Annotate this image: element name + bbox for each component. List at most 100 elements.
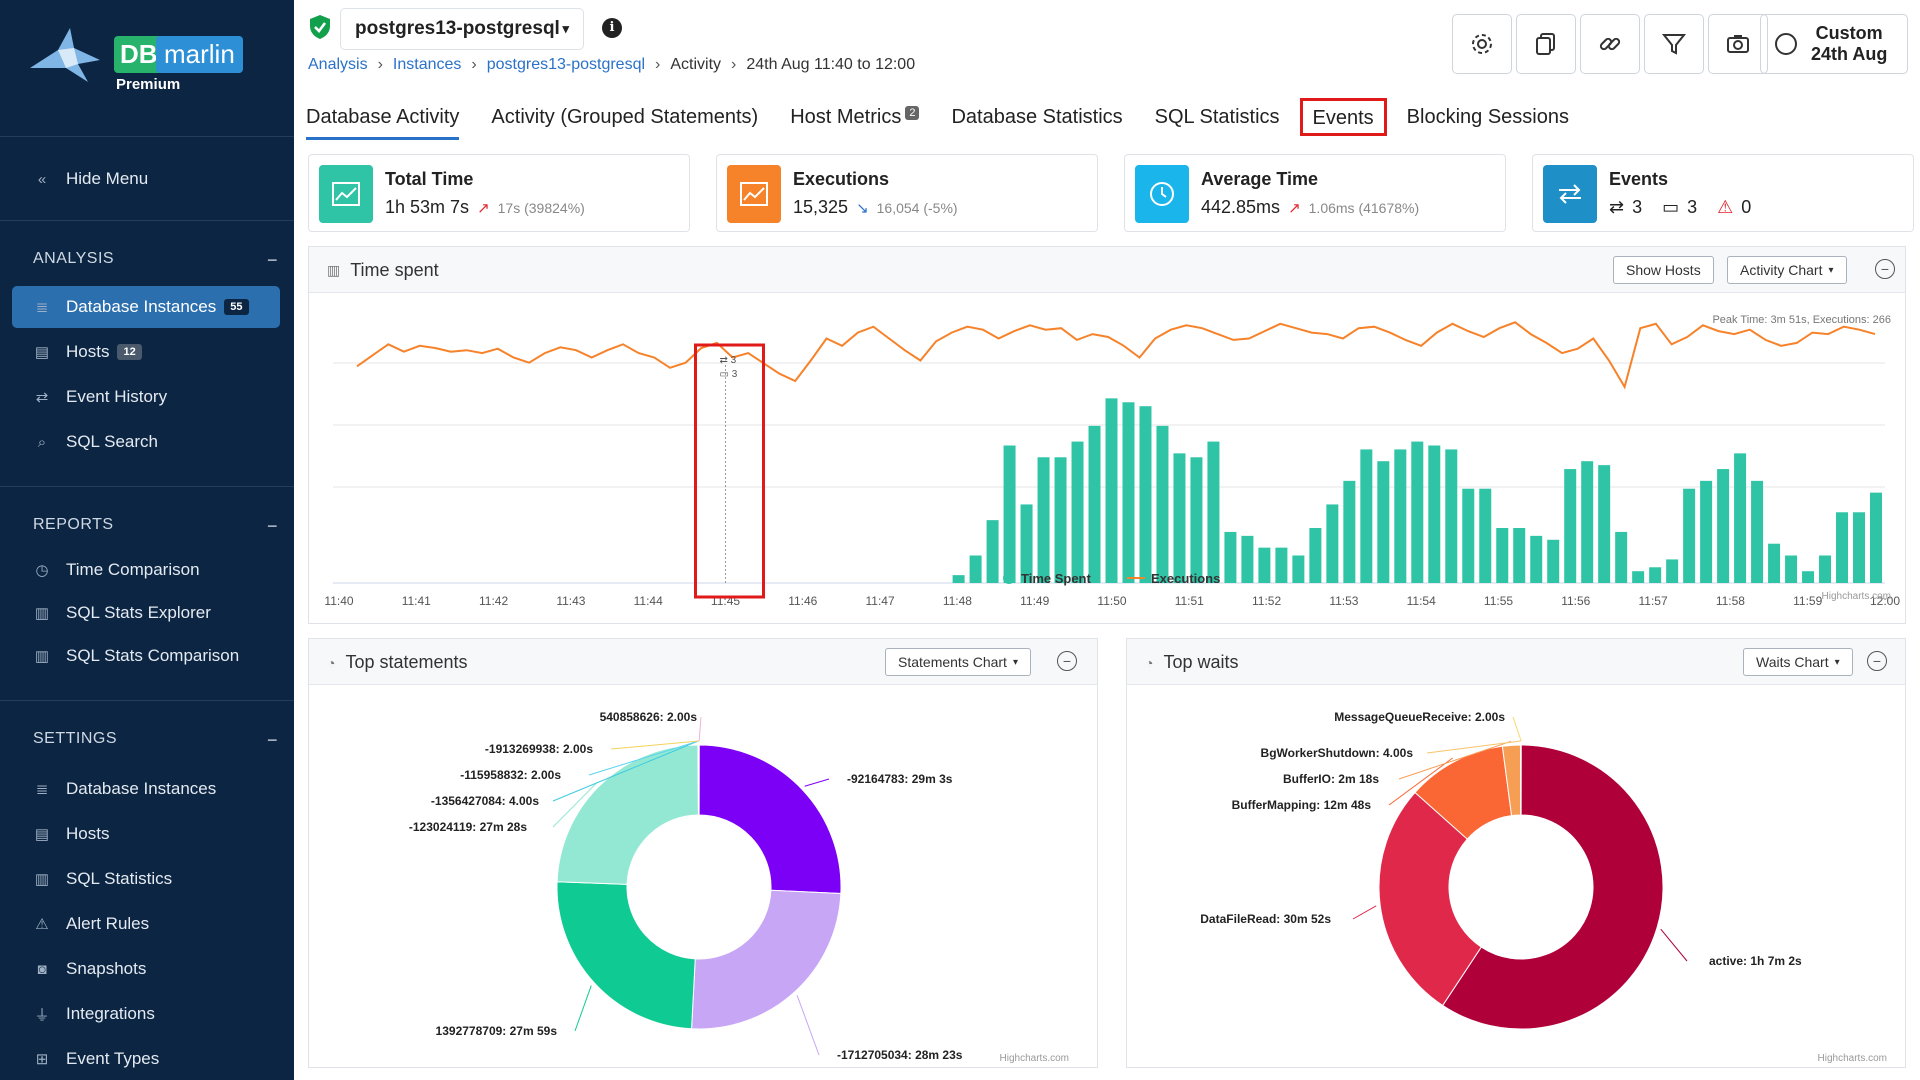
breadcrumb-analysis[interactable]: Analysis [308, 56, 368, 73]
instance-selector[interactable]: postgres13-postgresql ▾ [340, 8, 584, 50]
show-hosts-button[interactable]: Show Hosts [1613, 256, 1714, 284]
time-spent-bar [1530, 535, 1543, 583]
hide-menu-button[interactable]: « Hide Menu [12, 158, 280, 200]
sidebar-item-settings-sql-statistics[interactable]: ▥ SQL Statistics [12, 858, 280, 900]
date-range-button[interactable]: Custom 24th Aug [1760, 14, 1908, 74]
tab-host-metrics[interactable]: Host Metrics 2 [790, 96, 920, 140]
collapse-panel-button[interactable]: − [1875, 259, 1895, 279]
activity-chart-dropdown[interactable]: Activity Chart ▾ [1727, 256, 1847, 284]
gear-icon [1472, 34, 1492, 54]
area-chart-icon [727, 165, 781, 223]
tab-sql-statistics[interactable]: SQL Statistics [1154, 106, 1280, 128]
sidebar-item-sql-stats-comparison[interactable]: ▥ SQL Stats Comparison [12, 635, 280, 677]
x-tick-label: 11:57 [1639, 594, 1668, 608]
clock-icon [1135, 165, 1189, 223]
logo-db: DB [114, 36, 164, 73]
copy-icon [1536, 33, 1555, 55]
hide-menu-label: Hide Menu [66, 169, 149, 188]
logo-marlin: marlin [156, 36, 243, 73]
dbmarlin-logo[interactable]: DB marlin Premium [28, 14, 258, 104]
time-spent-bar [1496, 528, 1509, 583]
date-range-line1: Custom [1815, 23, 1883, 43]
tab-activity-grouped-statements[interactable]: Activity (Grouped Statements) [491, 106, 759, 128]
link-button[interactable] [1580, 14, 1640, 74]
sidebar-item-label: Hosts [66, 824, 110, 843]
sidebar-item-database-instances[interactable]: ≣ Database Instances 55 [12, 286, 280, 328]
legend-label-executions: Executions [1151, 571, 1220, 586]
sidebar-item-alert-rules[interactable]: ⚠ Alert Rules [12, 903, 280, 945]
breadcrumb-instance[interactable]: postgres13-postgresql [486, 56, 646, 73]
search-icon: ⌕ [37, 433, 47, 451]
reports-section-header[interactable]: REPORTS − [33, 516, 278, 537]
collapse-panel-button[interactable]: − [1057, 651, 1077, 671]
x-tick-label: 11:54 [1407, 594, 1436, 608]
collapse-panel-button[interactable]: − [1867, 651, 1887, 671]
bar-chart-icon: ▥ [34, 648, 50, 665]
sidebar-item-snapshots[interactable]: ◙ Snapshots [12, 948, 280, 990]
tab-database-statistics[interactable]: Database Statistics [951, 106, 1123, 128]
tab-badge: 2 [905, 106, 920, 120]
slice-label: -1913269938: 2.00s [485, 742, 593, 756]
time-spent-bar [1122, 402, 1135, 583]
statements-chart-dropdown[interactable]: Statements Chart ▾ [885, 648, 1031, 676]
warning-icon: ⚠ [1717, 197, 1734, 217]
waits-chart-dropdown[interactable]: Waits Chart ▾ [1743, 648, 1853, 676]
sidebar-item-label: Database Instances [66, 297, 217, 316]
time-spent-bar [1411, 441, 1424, 583]
snapshot-button[interactable] [1708, 14, 1768, 74]
legend-label-time-spent: Time Spent [1021, 571, 1092, 586]
sidebar-item-event-history[interactable]: ⇄ Event History [12, 376, 280, 418]
copy-button[interactable] [1516, 14, 1576, 74]
swap-arrows-icon: ⇄ [35, 389, 49, 406]
kpi-value-row: ⇄ 3 ▭ 3 ⚠ 0 [1609, 197, 1751, 218]
pie-chart-icon: ◔ [327, 654, 336, 671]
time-spent-bar [1088, 425, 1101, 583]
tab-events[interactable]: Events [1299, 98, 1387, 136]
label-connector [698, 716, 702, 742]
panel-header: ◔ Top waits Waits Chart ▾ − [1127, 639, 1905, 685]
top-waits-panel: ◔ Top waits Waits Chart ▾ − MessageQueueR… [1126, 638, 1906, 1068]
sidebar-item-event-types[interactable]: ⊞ Event Types [12, 1038, 280, 1080]
instance-name: postgres13-postgresql [355, 18, 560, 39]
settings-section-header[interactable]: SETTINGS − [33, 730, 278, 751]
tab-blocking-sessions[interactable]: Blocking Sessions [1406, 106, 1569, 128]
clock-icon [1775, 33, 1797, 55]
time-spent-bar [1581, 461, 1594, 583]
time-spent-bar [1428, 445, 1441, 583]
sidebar-item-sql-stats-explorer[interactable]: ▥ SQL Stats Explorer [12, 592, 280, 634]
time-spent-bar [1275, 547, 1288, 583]
event-marker-calendar: ▭ 3 [720, 369, 738, 380]
label-connector [574, 985, 592, 1032]
analysis-section-header[interactable]: ANALYSIS − [33, 250, 278, 271]
collapse-icon[interactable]: − [266, 516, 278, 536]
arrow-up-icon: ↗ [477, 199, 490, 217]
time-spent-bar [1768, 543, 1781, 583]
x-tick-label: 11:43 [556, 594, 585, 608]
sidebar-item-label: Event Types [66, 1049, 160, 1068]
sidebar-item-label: Hosts [66, 342, 110, 361]
sidebar-item-label: SQL Statistics [66, 869, 173, 888]
sidebar-item-settings-database-instances[interactable]: ≣ Database Instances [12, 768, 280, 810]
kpi-events: Events ⇄ 3 ▭ 3 ⚠ 0 [1532, 154, 1914, 232]
collapse-icon[interactable]: − [266, 250, 278, 270]
kpi-executions: Executions 15,325 ↘ 16,054 (-5%) [716, 154, 1098, 232]
time-spent-bar [1598, 465, 1611, 583]
label-connector [1426, 740, 1521, 754]
caret-down-icon: ▾ [1828, 264, 1834, 276]
info-icon[interactable]: i [602, 18, 622, 38]
sidebar-item-settings-hosts[interactable]: ▤ Hosts [12, 813, 280, 855]
tab-database-activity[interactable]: Database Activity [306, 96, 460, 140]
sidebar-item-time-comparison[interactable]: ◷ Time Comparison [12, 549, 280, 591]
sidebar-item-hosts[interactable]: ▤ Hosts 12 [12, 331, 280, 373]
collapse-icon[interactable]: − [266, 730, 278, 750]
time-spent-bar [1462, 488, 1475, 583]
sidebar-item-integrations[interactable]: ⏚ Integrations [12, 993, 280, 1035]
filter-button[interactable] [1644, 14, 1704, 74]
count-badge: 12 [117, 344, 142, 360]
settings-button[interactable] [1452, 14, 1512, 74]
time-spent-bar [1649, 567, 1662, 583]
breadcrumb-instances[interactable]: Instances [392, 56, 462, 73]
label-connector [1352, 905, 1377, 920]
top-waits-chart: MessageQueueReceive: 2.00s active: 1h 7m … [1200, 710, 1887, 1064]
sidebar-item-sql-search[interactable]: ⌕ SQL Search [12, 421, 280, 463]
